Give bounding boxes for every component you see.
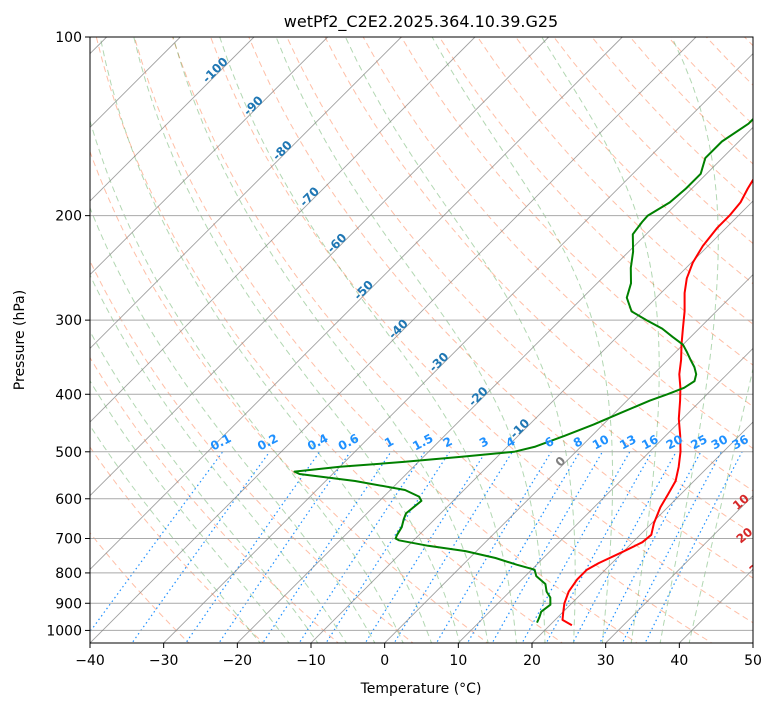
x-tick-label: −30 [149,653,179,669]
dewpoint-trace [293,117,753,624]
mixing-ratio-line [644,451,743,643]
mixing-ratio-label: 25 [688,432,709,452]
y-tick-label: 600 [55,492,82,508]
sounding-traces [293,117,753,627]
y-tick-label: 100 [55,30,82,46]
pressure-gridlines [90,37,753,631]
isotherm-gridline [90,37,697,643]
mixing-ratio-line [90,451,224,633]
mixing-ratio-line [298,451,426,643]
dry-adiabat [248,37,753,579]
plot-frame [89,36,754,644]
x-tick-label: 20 [523,653,541,669]
dry-adiabat [171,37,713,643]
isotherm-gridline [458,347,753,643]
mixing-ratio-line [393,451,513,643]
y-tick-label: 400 [55,387,82,403]
mixing-ratio-line [325,451,451,643]
x-tick-label: 0 [380,653,389,669]
y-tick-label: 800 [55,566,82,582]
temperature-trace [561,177,753,627]
x-axis-ticks: −40 −30 −20 −10 0 10 20 30 40 50 [75,643,762,669]
isotherm-gridline [90,37,255,202]
x-tick-label: −10 [296,653,326,669]
dry-adiabat [324,37,753,492]
mixing-ratio-label: 20 [664,432,685,452]
mixing-ratio-label: 13 [617,432,638,452]
x-tick-label: 30 [597,653,615,669]
adiabat-label: 30 [747,556,769,577]
x-tick-label: −40 [75,653,105,669]
dry-adiabat [90,150,489,643]
isotherm-gridlines [90,37,753,643]
dry-adiabat [438,37,753,366]
mixing-ratio-line [491,451,604,643]
dry-adiabat [400,37,753,408]
x-tick-label: 10 [449,653,467,669]
y-tick-label: 700 [55,532,82,548]
plot-area: 0.1 0.2 0.4 0.6 1 1.5 2 3 4 6 8 10 13 16 20 25 30 36-100-… [90,37,769,643]
isotherm-gridline [90,37,549,497]
dry-adiabat [362,37,753,450]
isotherm-gridline [90,37,476,423]
dry-adiabat [286,37,753,535]
x-tick-label: 50 [744,653,762,669]
mixing-ratio-label: 10 [590,432,611,452]
y-tick-label: 500 [55,445,82,461]
y-tick-label: 900 [55,596,82,612]
mixing-ratio-label: 36 [730,432,751,452]
isotherm-gridline [163,53,753,643]
y-axis-label: Pressure (hPa) [12,290,28,390]
isotherm-gridline [384,274,753,643]
x-tick-label: −20 [223,653,253,669]
mixing-ratio-line [435,451,552,643]
isotherm-gridline [90,37,402,349]
isotherm-gridline [237,126,753,643]
mixing-ratio-line [364,451,487,643]
moist-adiabat [90,206,376,643]
y-tick-label: 200 [55,209,82,225]
y-tick-label: 1000 [46,623,82,639]
isotherm-gridline [531,421,753,643]
x-axis-label: Temperature (°C) [360,681,482,697]
y-tick-label: 300 [55,313,82,329]
y-axis-ticks: 100 200 300 400 500 600 700 800 900 1000 [46,30,90,639]
mixing-ratio-label: 30 [709,432,730,452]
mixing-ratio-label: 16 [639,432,660,452]
chart-title: wetPf2_C2E2.2025.364.10.39.G25 [284,12,558,32]
mixing-ratio-line [218,451,351,643]
isotherm-gridline [605,495,753,643]
x-tick-label: 40 [670,653,688,669]
isotherm-gridline [90,37,623,570]
isotherm-gridline [90,37,328,276]
mixing-ratio-line [521,451,631,643]
